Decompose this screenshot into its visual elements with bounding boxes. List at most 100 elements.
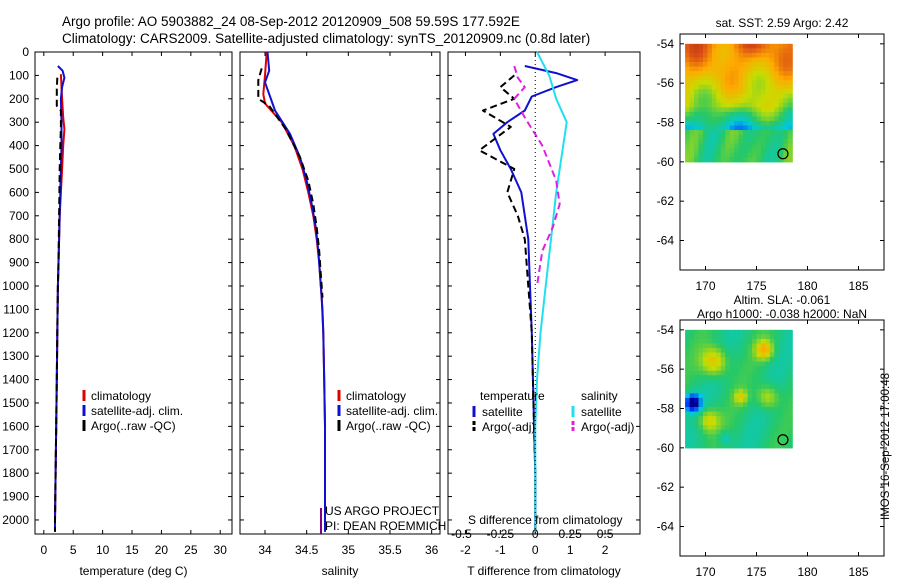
heat-cell bbox=[734, 438, 740, 444]
heat-cell bbox=[760, 416, 767, 422]
heat-cell bbox=[698, 379, 704, 385]
heat-cell bbox=[716, 134, 722, 140]
heat-cell bbox=[747, 75, 753, 81]
heat-cell bbox=[774, 420, 780, 426]
heat-cell bbox=[756, 397, 762, 404]
heat-cell bbox=[778, 425, 784, 431]
heat-cell bbox=[756, 98, 762, 104]
heat-cell bbox=[702, 125, 709, 131]
heat-cell bbox=[778, 75, 784, 81]
heat-cell bbox=[725, 75, 731, 81]
heat-cell bbox=[747, 93, 753, 99]
heat-cell bbox=[769, 52, 775, 59]
heat-cell bbox=[716, 93, 722, 99]
heat-cell bbox=[743, 89, 749, 95]
heat-cell bbox=[716, 116, 722, 122]
heat-cell bbox=[716, 143, 722, 149]
heat-cell bbox=[720, 357, 726, 363]
heat-cell bbox=[707, 80, 713, 86]
heat-cell bbox=[725, 352, 731, 358]
heat-cell bbox=[698, 352, 704, 358]
heat-cell bbox=[769, 425, 775, 431]
heat-cell bbox=[774, 111, 780, 118]
heat-cell bbox=[725, 84, 731, 90]
heat-cell bbox=[694, 397, 700, 404]
heat-cell bbox=[787, 116, 793, 122]
heat-cell bbox=[760, 329, 767, 335]
heat-cell bbox=[725, 143, 731, 149]
heat-cell bbox=[734, 406, 740, 413]
heat-cell bbox=[734, 148, 740, 154]
heat-cell bbox=[716, 338, 722, 345]
heat-cell bbox=[711, 357, 717, 363]
heat-cell bbox=[760, 434, 767, 440]
heat-cell bbox=[756, 48, 762, 54]
heat-cell bbox=[752, 329, 758, 335]
heat-cell bbox=[725, 125, 731, 131]
heat-cell bbox=[752, 43, 758, 49]
heat-cell bbox=[787, 139, 793, 145]
heat-cell bbox=[756, 52, 762, 59]
heat-cell bbox=[760, 343, 767, 349]
heat-cell bbox=[774, 152, 780, 158]
heat-cell bbox=[685, 329, 691, 335]
heat-cell bbox=[783, 157, 789, 163]
heat-cell bbox=[707, 438, 713, 444]
heat-cell bbox=[787, 102, 793, 108]
heat-cell bbox=[716, 384, 722, 390]
heat-cell bbox=[787, 361, 793, 367]
heat-cell bbox=[711, 347, 717, 354]
heat-cell bbox=[694, 379, 700, 385]
heat-cell bbox=[765, 139, 771, 145]
heat-cell bbox=[756, 411, 762, 417]
heat-cell bbox=[747, 57, 753, 63]
heat-cell bbox=[734, 384, 740, 390]
heat-cell bbox=[689, 411, 695, 417]
heat-cell bbox=[760, 347, 767, 354]
heat-cell bbox=[752, 120, 758, 127]
heat-cell bbox=[752, 370, 758, 376]
heat-cell bbox=[694, 116, 700, 122]
heat-cell bbox=[698, 443, 704, 449]
heat-cell bbox=[765, 420, 771, 426]
heat-cell bbox=[698, 375, 704, 381]
heat-cell bbox=[685, 148, 691, 154]
heat-cell bbox=[756, 402, 762, 408]
heat-cell bbox=[698, 397, 704, 404]
heat-cell bbox=[774, 338, 780, 345]
heat-cell bbox=[765, 411, 771, 417]
heat-cell bbox=[774, 120, 780, 127]
heat-cell bbox=[760, 75, 767, 81]
heat-cell bbox=[707, 98, 713, 104]
heat-cell bbox=[716, 48, 722, 54]
heat-cell bbox=[778, 379, 784, 385]
heat-cell bbox=[752, 61, 758, 68]
heat-cell bbox=[778, 89, 784, 95]
heat-cell bbox=[769, 125, 775, 131]
heat-cell bbox=[765, 443, 771, 449]
heat-cell bbox=[783, 388, 789, 394]
heat-cell bbox=[774, 402, 780, 408]
heat-cell bbox=[711, 384, 717, 390]
heat-cell bbox=[769, 438, 775, 444]
temperature-panel: 0100200300400500600700800900100011001200… bbox=[2, 45, 233, 578]
heat-cell bbox=[720, 52, 726, 59]
heat-cell bbox=[689, 343, 695, 349]
heat-cell bbox=[729, 429, 735, 435]
heat-cell bbox=[689, 120, 695, 127]
legend-entry: climatology bbox=[91, 389, 151, 403]
heat-cell bbox=[725, 384, 731, 390]
heat-cell bbox=[707, 66, 713, 72]
heat-cell bbox=[729, 366, 735, 372]
heat-cell bbox=[707, 434, 713, 440]
heat-cell bbox=[716, 107, 722, 113]
heat-cell bbox=[698, 411, 704, 417]
legend-entry: satellite-adj. clim. bbox=[346, 404, 438, 418]
heat-cell bbox=[778, 125, 784, 131]
heat-cell bbox=[743, 157, 749, 163]
heat-cell bbox=[738, 57, 744, 63]
heat-cell bbox=[720, 66, 726, 72]
heat-cell bbox=[734, 139, 740, 145]
heat-cell bbox=[783, 98, 789, 104]
heat-cell bbox=[743, 402, 749, 408]
